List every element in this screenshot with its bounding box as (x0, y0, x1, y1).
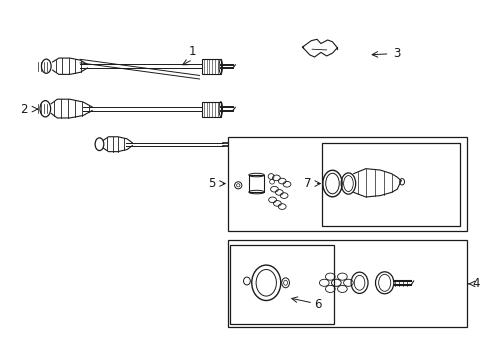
Bar (227, 240, 466, 327)
Text: 5: 5 (208, 177, 215, 190)
Bar (248, 175, 264, 192)
Bar (202, 59, 221, 74)
Bar (321, 143, 459, 226)
Text: 2: 2 (20, 103, 28, 116)
Text: 1: 1 (189, 45, 196, 58)
Bar (202, 102, 221, 117)
Text: 7: 7 (303, 177, 310, 190)
Text: 6: 6 (314, 298, 322, 311)
Bar (229, 244, 333, 324)
Text: 3: 3 (393, 47, 400, 60)
Bar (227, 138, 466, 231)
Text: 4: 4 (472, 277, 479, 291)
